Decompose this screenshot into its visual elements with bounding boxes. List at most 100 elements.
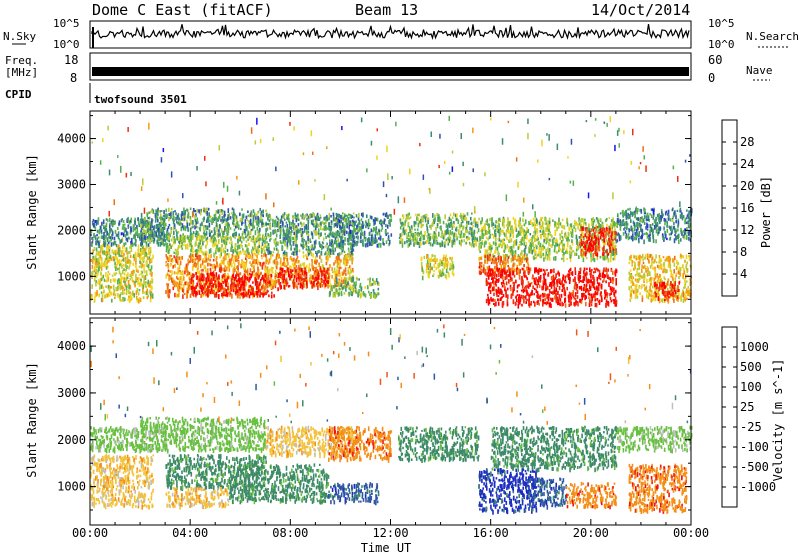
power-mark-13 (571, 240, 574, 246)
power-mark-3 (166, 236, 168, 240)
power-mark-4 (192, 283, 194, 288)
power-mark-6 (270, 237, 272, 240)
power-mark-1 (142, 290, 144, 295)
power-mark-0 (108, 232, 110, 237)
power-mark-2 (232, 233, 234, 237)
power-mark-1 (121, 285, 124, 290)
power-mark-6 (343, 225, 346, 230)
power-mark-5 (191, 290, 193, 295)
power-mark-1 (109, 257, 111, 262)
power-mark-12 (441, 260, 443, 264)
power-mark-4 (171, 277, 174, 281)
power-mark-13 (529, 244, 531, 248)
power-mark-2 (207, 207, 210, 211)
power-mark-8 (304, 274, 306, 277)
power-mark-5 (242, 287, 245, 292)
power-mark-3 (238, 250, 240, 256)
power-mark-8 (302, 277, 304, 281)
power-mark-0 (121, 232, 124, 235)
power-mark-7 (343, 257, 345, 261)
power-mark-8 (280, 285, 282, 290)
power-mark-0 (138, 223, 141, 228)
power-mark-2 (229, 227, 232, 230)
power-mark-1 (132, 280, 134, 283)
power-mark-11 (420, 216, 423, 219)
power-mark-0 (117, 235, 120, 239)
power-mark-9 (351, 234, 354, 238)
power-mark-2 (206, 225, 209, 231)
power-mark-4 (202, 279, 205, 284)
power-mark-11 (471, 227, 473, 231)
power-mark-1 (118, 253, 121, 257)
power-mark-10 (377, 287, 380, 291)
power-mark-6 (319, 222, 322, 227)
power-mark-6 (315, 225, 317, 228)
power-mark-7 (348, 265, 351, 269)
power-mark-0 (137, 233, 139, 239)
power-mark-5 (235, 284, 237, 288)
power-mark-9 (389, 213, 391, 217)
power-mark-5 (230, 284, 232, 290)
power-mark-2 (165, 223, 167, 227)
power-mark-13 (544, 254, 547, 260)
power-mark-2 (253, 225, 255, 229)
power-mark-13 (606, 223, 608, 226)
power-mark-5 (209, 290, 212, 295)
power-mark-2 (165, 208, 167, 213)
power-mark-1 (108, 244, 110, 248)
power-mark-1 (125, 268, 128, 272)
power-mark-1 (129, 285, 132, 290)
power-mark-5 (224, 280, 227, 283)
power-mark-6 (325, 218, 327, 221)
power-mark-6 (296, 237, 298, 241)
power-mark-4 (180, 286, 183, 291)
power-mark-13 (487, 252, 489, 255)
power-mark-11 (417, 222, 420, 228)
power-mark-4 (169, 256, 171, 260)
power-mark-2 (142, 238, 144, 242)
power-mark-4 (233, 255, 236, 260)
power-mark-1 (105, 259, 108, 263)
power-mark-12 (445, 254, 447, 257)
power-mark-1 (137, 280, 139, 285)
power-mark-2 (221, 216, 224, 221)
power-mark-7 (335, 273, 337, 279)
power-mark-0 (114, 240, 117, 246)
power-mark-5 (241, 275, 244, 280)
power-mark-4 (226, 260, 229, 266)
power-mark-2 (182, 233, 184, 237)
power-mark-13 (530, 219, 532, 224)
power-mark-2 (166, 231, 169, 236)
power-mark-5 (211, 281, 213, 284)
power-mark-3 (258, 245, 260, 248)
power-mark-6 (311, 248, 313, 251)
power-mark-12 (420, 262, 423, 266)
power-mark-9 (380, 229, 383, 232)
power-mark-6 (311, 244, 313, 249)
power-mark-1 (132, 262, 134, 266)
power-mark-2 (217, 216, 220, 221)
power-mark-11 (422, 215, 425, 220)
power-mark-1 (108, 273, 111, 276)
power-mark-6 (307, 236, 309, 241)
power-mark-3 (231, 245, 233, 249)
power-mark-12 (432, 258, 434, 262)
power-mark-6 (277, 218, 280, 221)
power-mark-2 (155, 215, 158, 220)
power-mark-6 (302, 246, 304, 250)
power-mark-11 (463, 217, 466, 221)
power-mark-2 (160, 219, 163, 225)
power-mark-13 (579, 236, 582, 240)
power-mark-4 (167, 269, 170, 272)
power-mark-12 (451, 261, 454, 265)
power-mark-4 (257, 266, 259, 271)
power-mark-13 (583, 237, 585, 241)
power-mark-9 (361, 232, 364, 236)
power-mark-4 (176, 271, 179, 276)
power-mark-2 (244, 219, 247, 224)
power-mark-0 (150, 235, 152, 238)
power-mark-2 (190, 232, 192, 236)
power-mark-2 (194, 218, 197, 221)
power-mark-4 (166, 272, 169, 276)
power-mark-3 (184, 239, 186, 243)
